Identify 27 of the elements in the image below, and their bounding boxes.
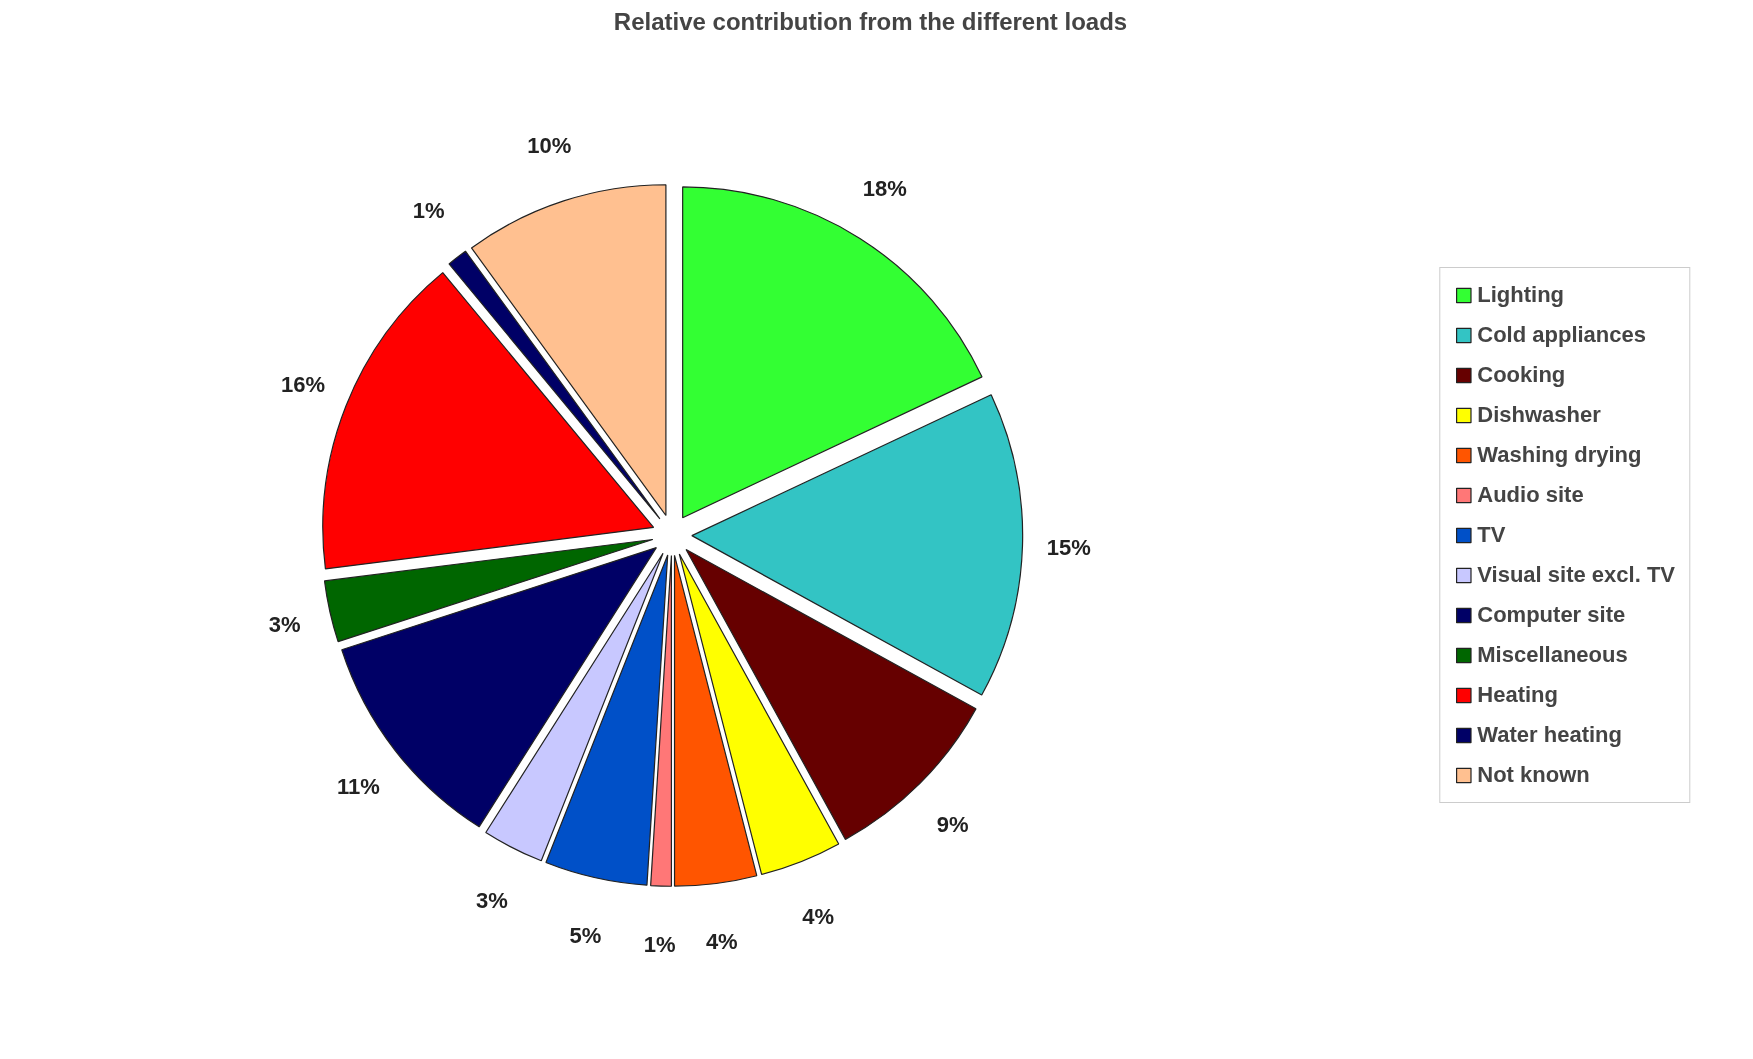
legend-label: Visual site excl. TV	[1477, 561, 1675, 588]
data-label: 3%	[268, 611, 301, 637]
chart-title: Relative contribution from the different loads	[613, 7, 1128, 35]
data-label: 9%	[936, 812, 969, 838]
legend-label: Heating	[1477, 681, 1558, 708]
legend-label: TV	[1477, 521, 1506, 548]
legend-label: Water heating	[1477, 721, 1622, 748]
data-label: 11%	[337, 773, 380, 799]
legend-label: Audio site	[1477, 481, 1584, 508]
legend-label: Lighting	[1477, 281, 1565, 308]
data-label: 18%	[862, 176, 907, 202]
data-label: 15%	[1046, 535, 1091, 561]
legend-label: Computer site	[1477, 601, 1626, 628]
data-label: 1%	[643, 932, 676, 958]
data-label: 4%	[802, 903, 835, 929]
data-label: 4%	[705, 929, 738, 955]
data-label: 3%	[475, 887, 508, 913]
legend-label: Miscellaneous	[1477, 641, 1628, 668]
data-label: 16%	[280, 371, 326, 397]
data-label: 10%	[527, 132, 572, 158]
legend-label: Cooking	[1477, 361, 1566, 388]
legend-label: Not known	[1477, 761, 1590, 788]
legend-label: Cold appliances	[1477, 321, 1647, 348]
legend-label: Dishwasher	[1477, 401, 1601, 428]
legend-label: Washing drying	[1477, 441, 1642, 468]
data-label: 5%	[569, 922, 602, 948]
data-label: 1%	[412, 198, 445, 224]
